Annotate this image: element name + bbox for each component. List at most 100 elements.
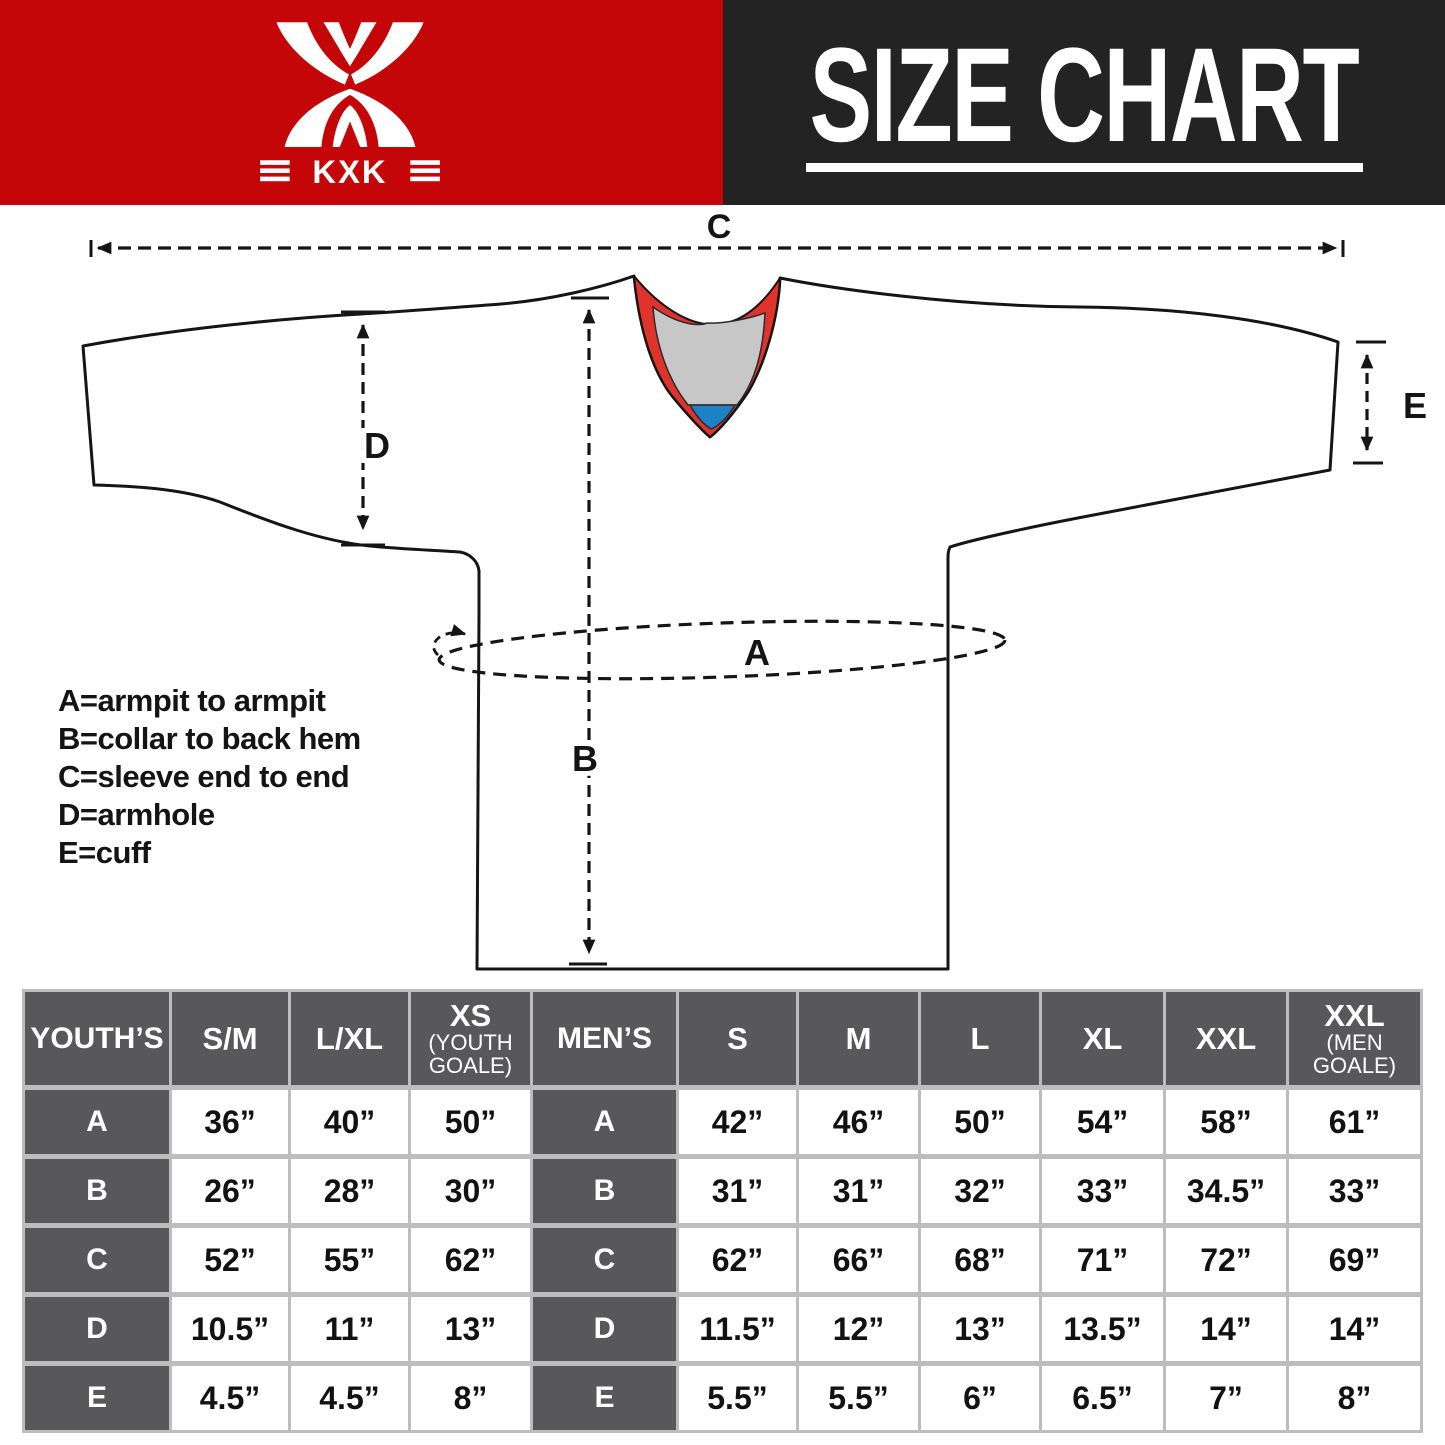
men-group-header: MEN’S bbox=[533, 992, 676, 1085]
size-column-note: (MEN GOALE) bbox=[1312, 1029, 1397, 1078]
row-label-cell: A bbox=[25, 1090, 169, 1154]
size-value-cell: 8” bbox=[1289, 1366, 1420, 1430]
size-column-label: XXL bbox=[1324, 997, 1385, 1033]
size-column-header: XL bbox=[1042, 992, 1163, 1085]
size-column-label: XXL bbox=[1195, 1020, 1257, 1056]
measure-label-b: B bbox=[572, 738, 598, 779]
page-title: SIZE CHART bbox=[809, 21, 1360, 170]
size-value-cell: 71” bbox=[1042, 1228, 1163, 1292]
jersey-measurement-diagram: C D B E A bbox=[81, 208, 1427, 971]
title-panel: SIZE CHART bbox=[723, 0, 1445, 205]
brand-wordmark: KXK bbox=[312, 153, 387, 184]
measurement-legend: A=armpit to armpit B=collar to back hem … bbox=[58, 682, 361, 872]
size-value-cell: 11.5” bbox=[679, 1297, 796, 1361]
size-value-cell: 55” bbox=[291, 1228, 408, 1292]
size-value-cell: 66” bbox=[799, 1228, 918, 1292]
size-value-cell: 46” bbox=[799, 1090, 918, 1154]
size-value-cell: 14” bbox=[1166, 1297, 1286, 1361]
size-column-header: S/M bbox=[172, 992, 288, 1085]
size-value-cell: 13” bbox=[411, 1297, 530, 1361]
size-column-note: (YOUTH GOALE) bbox=[428, 1029, 513, 1078]
size-column-header: L bbox=[921, 992, 1039, 1085]
size-value-cell: 40” bbox=[291, 1090, 408, 1154]
title-underline bbox=[805, 163, 1363, 172]
row-label-cell: A bbox=[533, 1090, 676, 1154]
collar-bottom-blue bbox=[688, 404, 737, 430]
row-label-cell: D bbox=[533, 1297, 676, 1361]
size-value-cell: 4.5” bbox=[172, 1366, 288, 1430]
measure-arrow-c bbox=[89, 240, 1345, 257]
size-value-cell: 4.5” bbox=[291, 1366, 408, 1430]
size-value-cell: 5.5” bbox=[679, 1366, 796, 1430]
row-label-cell: E bbox=[25, 1366, 169, 1430]
size-column-label: XS bbox=[449, 997, 492, 1033]
row-label-cell: C bbox=[25, 1228, 169, 1292]
size-column-header: L/XL bbox=[291, 992, 408, 1085]
row-label-cell: B bbox=[25, 1159, 169, 1223]
measure-arrow-d bbox=[341, 310, 385, 547]
size-value-cell: 36” bbox=[172, 1090, 288, 1154]
kxk-logo-icon: KXK bbox=[260, 22, 440, 184]
size-value-cell: 54” bbox=[1042, 1090, 1163, 1154]
size-column-label: L bbox=[970, 1020, 990, 1056]
size-value-cell: 50” bbox=[921, 1090, 1039, 1154]
size-column-header: M bbox=[799, 992, 918, 1085]
size-value-cell: 12” bbox=[799, 1297, 918, 1361]
size-value-cell: 33” bbox=[1042, 1159, 1163, 1223]
youth-group-header: YOUTH’S bbox=[25, 992, 169, 1085]
size-value-cell: 13” bbox=[921, 1297, 1039, 1361]
row-label-cell: D bbox=[25, 1297, 169, 1361]
legend-line-d: D=armhole bbox=[58, 797, 215, 832]
size-value-cell: 58” bbox=[1166, 1090, 1286, 1154]
size-value-cell: 61” bbox=[1289, 1090, 1420, 1154]
size-value-cell: 62” bbox=[679, 1228, 796, 1292]
measure-label-e: E bbox=[1403, 385, 1427, 426]
size-column-label: M bbox=[845, 1020, 872, 1056]
size-value-cell: 6.5” bbox=[1042, 1366, 1163, 1430]
size-column-header: XXL (MEN GOALE) bbox=[1289, 992, 1420, 1085]
brand-panel: KXK bbox=[0, 0, 723, 205]
size-table: YOUTH’S S/M L/XL XS (YOUTH GOALE) MEN’S S M L XL X… bbox=[22, 989, 1423, 1433]
row-label-cell: C bbox=[533, 1228, 676, 1292]
size-value-cell: 10.5” bbox=[172, 1297, 288, 1361]
row-label-cell: E bbox=[533, 1366, 676, 1430]
size-value-cell: 28” bbox=[291, 1159, 408, 1223]
size-column-header: XS (YOUTH GOALE) bbox=[411, 992, 530, 1085]
size-column-label: L/XL bbox=[315, 1020, 384, 1056]
size-value-cell: 42” bbox=[679, 1090, 796, 1154]
size-value-cell: 8” bbox=[411, 1366, 530, 1430]
size-value-cell: 5.5” bbox=[799, 1366, 918, 1430]
measure-label-a: A bbox=[744, 632, 770, 673]
size-column-label: XL bbox=[1082, 1020, 1123, 1056]
size-value-cell: 69” bbox=[1289, 1228, 1420, 1292]
measure-arrow-e bbox=[1353, 340, 1386, 465]
size-column-label: S bbox=[727, 1020, 748, 1056]
size-value-cell: 32” bbox=[921, 1159, 1039, 1223]
legend-line-e: E=cuff bbox=[58, 835, 151, 870]
size-value-cell: 72” bbox=[1166, 1228, 1286, 1292]
legend-line-a: A=armpit to armpit bbox=[58, 683, 326, 718]
size-value-cell: 31” bbox=[799, 1159, 918, 1223]
measure-arrow-b bbox=[569, 296, 609, 966]
legend-line-b: B=collar to back hem bbox=[58, 721, 361, 756]
size-value-cell: 13.5” bbox=[1042, 1297, 1163, 1361]
collar-inner-gray bbox=[652, 305, 766, 406]
measure-label-d: D bbox=[364, 425, 390, 466]
size-value-cell: 31” bbox=[679, 1159, 796, 1223]
size-column-label: S/M bbox=[202, 1020, 258, 1056]
size-value-cell: 62” bbox=[411, 1228, 530, 1292]
size-value-cell: 30” bbox=[411, 1159, 530, 1223]
size-value-cell: 52” bbox=[172, 1228, 288, 1292]
size-value-cell: 11” bbox=[291, 1297, 408, 1361]
size-value-cell: 33” bbox=[1289, 1159, 1420, 1223]
measure-label-c: C bbox=[707, 208, 732, 246]
legend-line-c: C=sleeve end to end bbox=[58, 759, 350, 794]
size-column-header: S bbox=[679, 992, 796, 1085]
size-value-cell: 26” bbox=[172, 1159, 288, 1223]
header: KXK SIZE CHART bbox=[0, 0, 1445, 205]
size-value-cell: 50” bbox=[411, 1090, 530, 1154]
size-column-header: XXL bbox=[1166, 992, 1286, 1085]
row-label-cell: B bbox=[533, 1159, 676, 1223]
size-value-cell: 68” bbox=[921, 1228, 1039, 1292]
